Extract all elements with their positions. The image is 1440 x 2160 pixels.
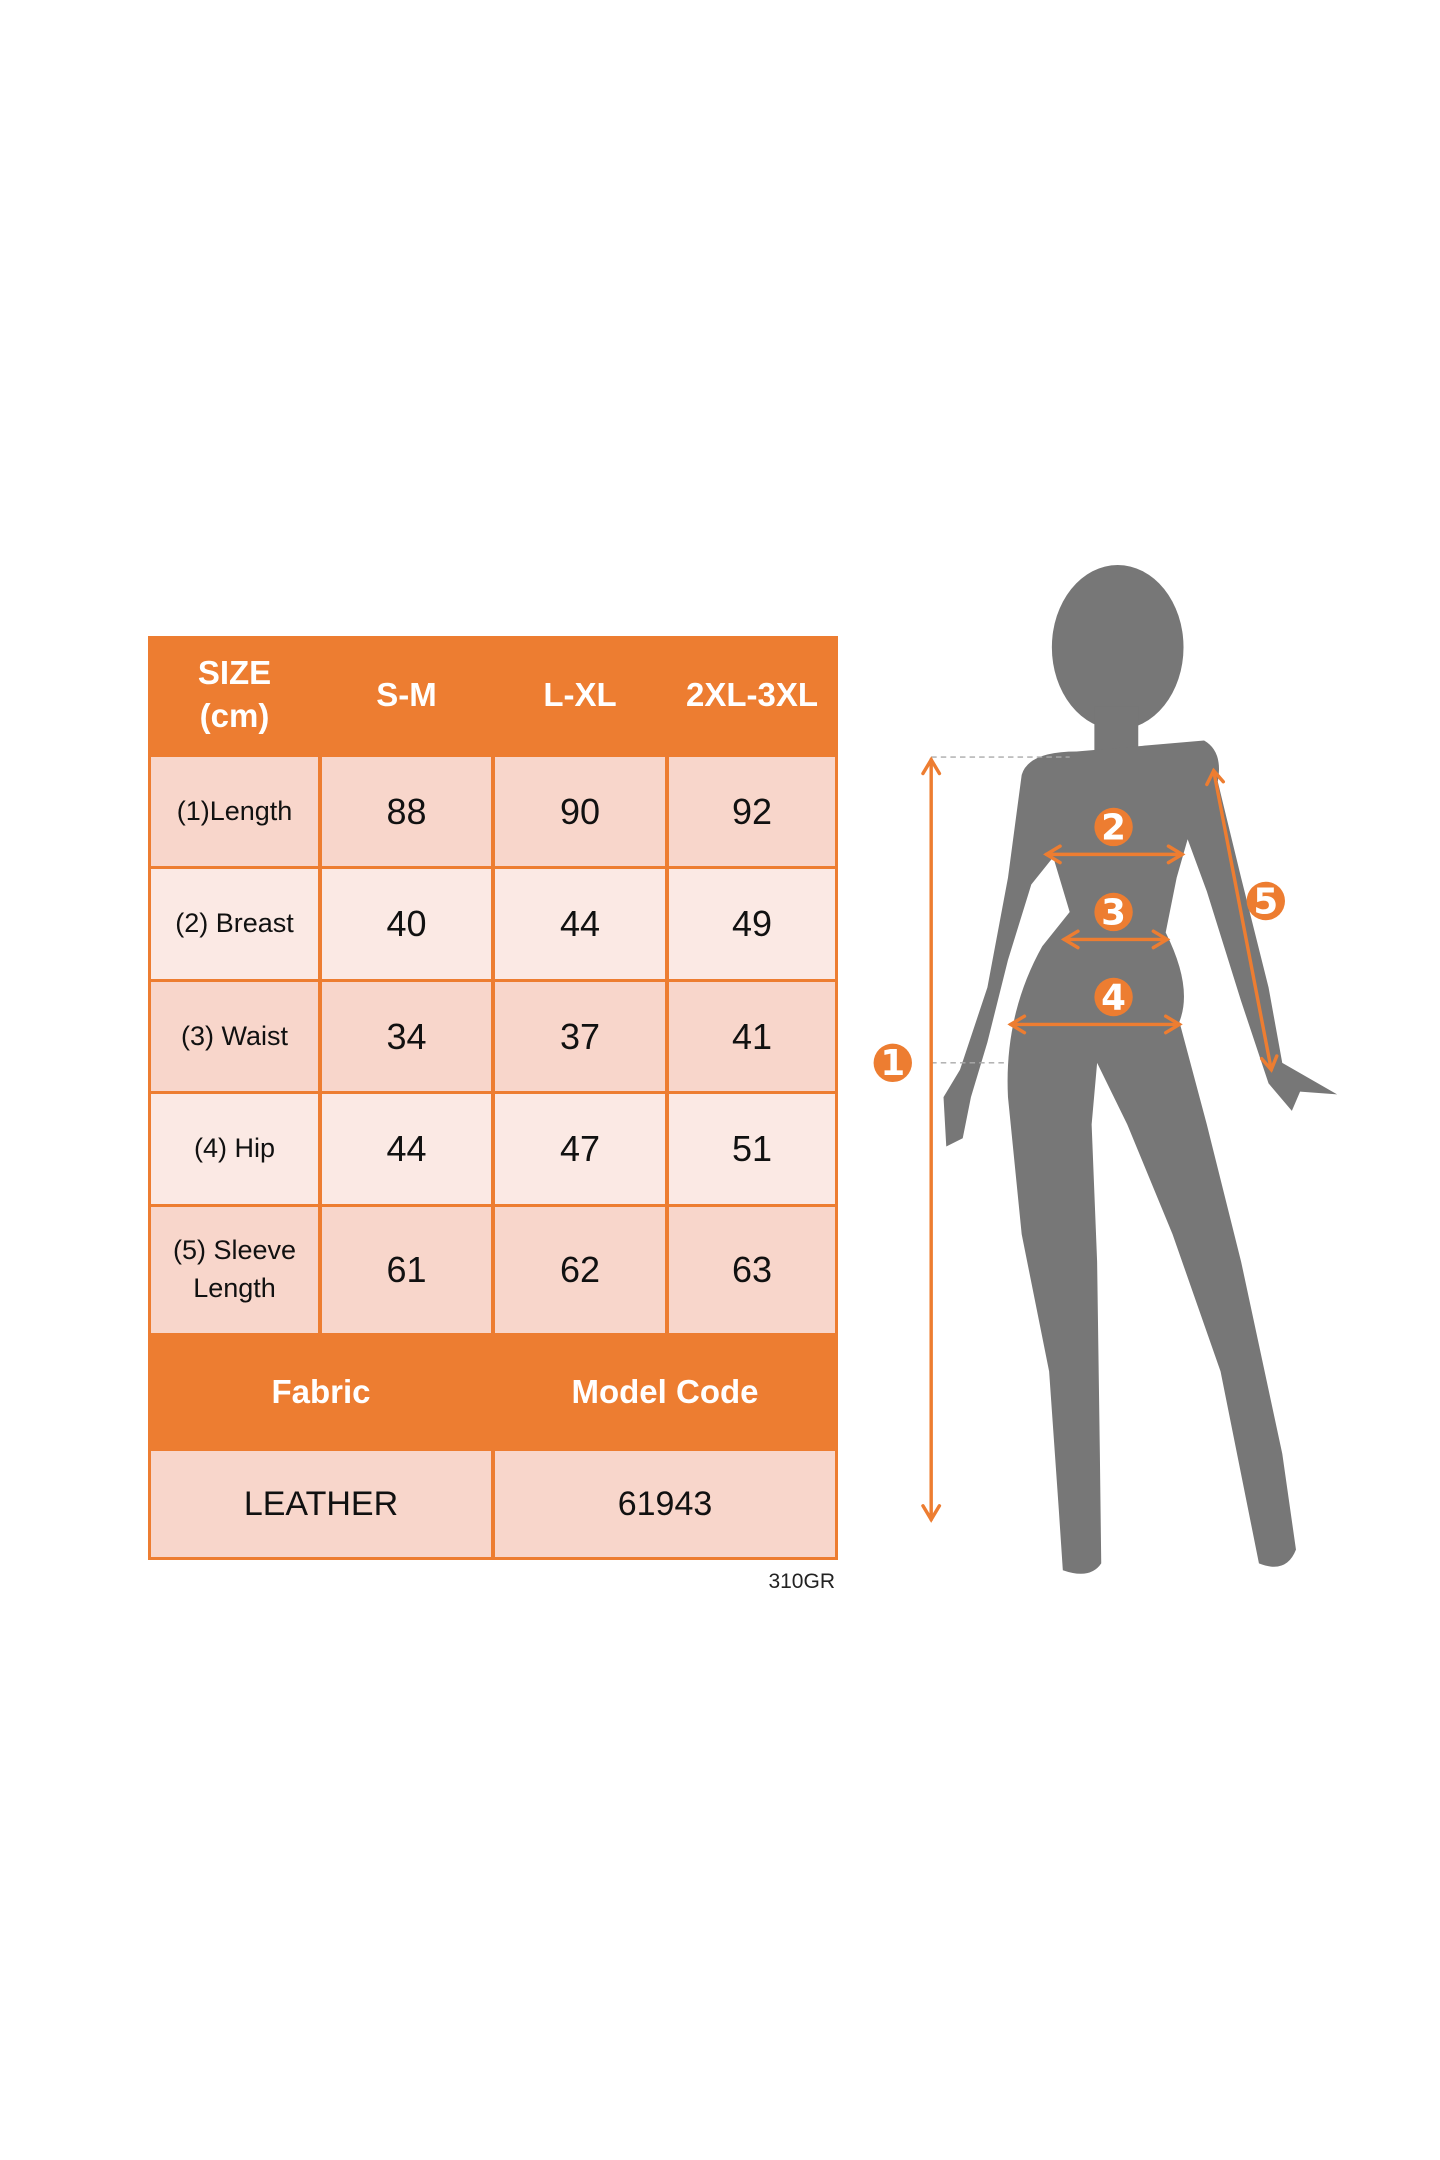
model-code-value: 61943 (495, 1451, 835, 1557)
row-label: (2) Breast (151, 869, 318, 979)
cell-value: 63 (669, 1207, 835, 1333)
svg-text:4: 4 (1101, 977, 1126, 1018)
cell-value: 92 (669, 757, 835, 866)
cell-value: 51 (669, 1094, 835, 1204)
cell-value: 44 (322, 1094, 491, 1204)
cell-value: 61 (322, 1207, 491, 1333)
marker-5: 5 (1246, 881, 1286, 922)
cell-value: 88 (322, 757, 491, 866)
marker-1: 1 (873, 1043, 912, 1084)
arrow-breast (1043, 844, 1186, 865)
row-label: (5) Sleeve Length (151, 1207, 318, 1333)
cell-value: 49 (669, 869, 835, 979)
cell-value: 62 (495, 1207, 665, 1333)
svg-text:1: 1 (880, 1043, 905, 1084)
header-2xl-3xl: 2XL-3XL (685, 675, 819, 713)
cell-value: 90 (495, 757, 665, 866)
marker-2: 2 (1094, 807, 1133, 848)
cell-value: 37 (495, 982, 665, 1091)
svg-text:5: 5 (1253, 881, 1278, 922)
header-l-xl: L-XL (543, 675, 617, 713)
header-size: SIZE (cm) (197, 654, 272, 734)
arrow-length (921, 756, 942, 1523)
row-label: (4) Hip (151, 1094, 318, 1204)
arrow-waist (1060, 929, 1171, 950)
header-s-m: S-M (376, 675, 437, 713)
cell-value: 47 (495, 1094, 665, 1204)
product-code: 310GR (768, 1570, 835, 1593)
arrow-hip (1007, 1014, 1183, 1035)
svg-text:3: 3 (1101, 892, 1126, 933)
arrow-sleeve (1205, 767, 1279, 1073)
body-silhouette (943, 565, 1338, 1574)
row-label: (3) Waist (151, 982, 318, 1091)
header-fabric: Fabric (271, 1372, 371, 1410)
row-label: (1)Length (151, 757, 318, 866)
cell-value: 34 (322, 982, 491, 1091)
cell-value: 40 (322, 869, 491, 979)
cell-value: 44 (495, 869, 665, 979)
size-chart-table: SIZE (cm) S-M L-XL 2XL-3XL (1)Length 88 … (148, 636, 838, 1560)
cell-value: 41 (669, 982, 835, 1091)
fabric-value: LEATHER (151, 1451, 491, 1557)
header-model-code: Model Code (571, 1372, 759, 1410)
marker-3: 3 (1094, 892, 1133, 933)
svg-text:2: 2 (1101, 807, 1126, 848)
marker-4: 4 (1094, 977, 1133, 1018)
